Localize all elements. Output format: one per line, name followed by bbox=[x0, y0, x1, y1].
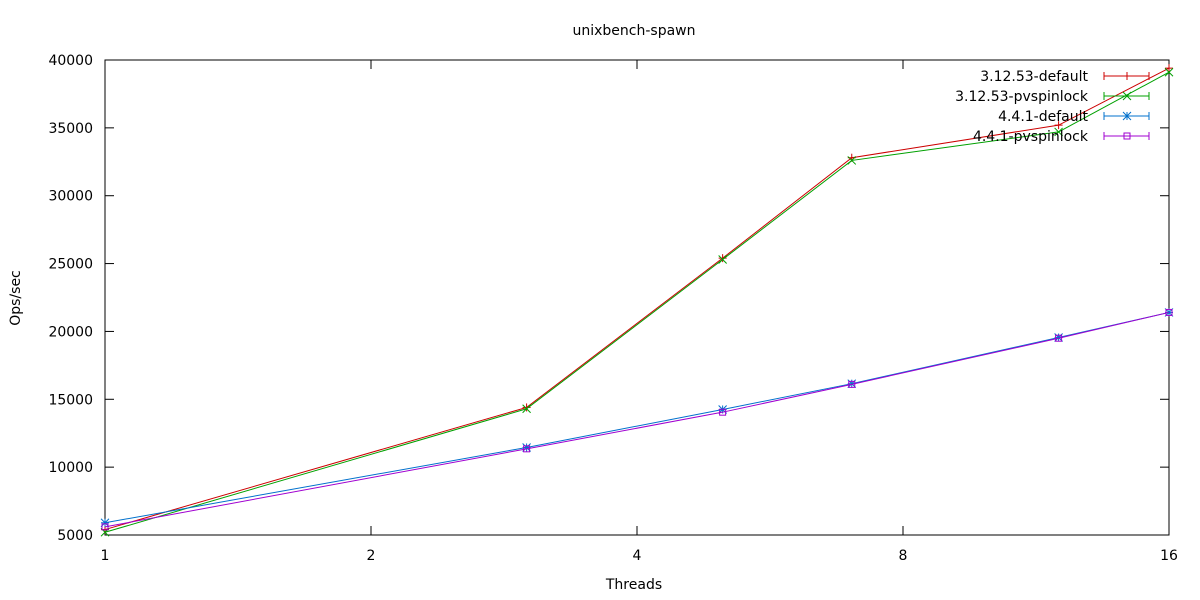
data-point bbox=[522, 403, 531, 412]
marker-stroke bbox=[1122, 111, 1132, 121]
data-point bbox=[1123, 72, 1131, 80]
data-point bbox=[1165, 308, 1173, 316]
series-layer bbox=[100, 64, 1174, 537]
legend-label: 3.12.53-pvspinlock bbox=[955, 89, 1089, 105]
series bbox=[100, 67, 1174, 537]
y-tick-label: 25000 bbox=[48, 257, 93, 273]
data-point bbox=[1165, 64, 1173, 73]
data-point bbox=[719, 408, 727, 416]
x-tick-label: 16 bbox=[1160, 548, 1178, 564]
y-tick-label: 5000 bbox=[57, 528, 93, 544]
data-point bbox=[523, 445, 531, 453]
legend-label: 4.4.1-pvspinlock bbox=[973, 129, 1089, 145]
legend-label: 3.12.53-default bbox=[980, 69, 1088, 85]
series bbox=[100, 308, 1174, 528]
data-point bbox=[847, 156, 857, 165]
series-line bbox=[104, 67, 1170, 531]
axis-ticks: 5000 10000 15000 20000 25000 30000 35000 40000 1… bbox=[48, 53, 1178, 564]
y-tick-label: 35000 bbox=[48, 121, 93, 137]
x-tick-label: 8 bbox=[899, 548, 908, 564]
y-tick-label: 20000 bbox=[48, 324, 93, 340]
series bbox=[101, 308, 1173, 531]
x-axis-label: Threads bbox=[605, 577, 662, 593]
data-point bbox=[1122, 91, 1132, 101]
legend: 3.12.53-default 3.12.53-pvspinlock 4.4.1-d… bbox=[955, 69, 1150, 145]
series-line bbox=[104, 311, 1170, 528]
data-point bbox=[1054, 121, 1063, 130]
data-point bbox=[522, 404, 531, 414]
marker-stroke bbox=[719, 408, 727, 416]
x-tick-label: 4 bbox=[633, 548, 642, 564]
x-tick-label: 2 bbox=[367, 548, 376, 564]
data-point bbox=[101, 523, 109, 531]
data-point bbox=[718, 255, 727, 264]
series-line bbox=[104, 311, 1170, 524]
y-tick-label: 40000 bbox=[48, 53, 93, 69]
y-axis-label: Ops/sec bbox=[8, 270, 24, 326]
x-tick-label: 1 bbox=[101, 548, 110, 564]
marker-stroke bbox=[523, 445, 531, 453]
data-point bbox=[1123, 132, 1131, 140]
marker-stroke bbox=[1054, 127, 1063, 137]
marker-stroke bbox=[1123, 132, 1131, 140]
data-point bbox=[1055, 334, 1063, 342]
series-line bbox=[104, 71, 1170, 533]
marker-stroke bbox=[1055, 334, 1063, 342]
marker-stroke bbox=[847, 156, 857, 165]
data-point bbox=[1122, 111, 1132, 121]
marker-stroke bbox=[848, 380, 856, 388]
marker-stroke bbox=[718, 255, 727, 264]
marker-stroke bbox=[1165, 308, 1173, 316]
marker-stroke bbox=[101, 523, 109, 531]
chart-title: unixbench-spawn bbox=[573, 23, 696, 39]
data-point bbox=[1164, 67, 1174, 77]
y-tick-label: 15000 bbox=[48, 392, 93, 408]
marker-stroke bbox=[1122, 91, 1132, 101]
data-point bbox=[1054, 127, 1063, 137]
y-tick-label: 30000 bbox=[48, 189, 93, 205]
marker-stroke bbox=[522, 404, 531, 414]
legend-label: 4.4.1-default bbox=[998, 109, 1088, 125]
marker-stroke bbox=[1164, 67, 1174, 77]
data-point bbox=[848, 380, 856, 388]
data-point bbox=[718, 254, 727, 263]
y-tick-label: 10000 bbox=[48, 460, 93, 476]
